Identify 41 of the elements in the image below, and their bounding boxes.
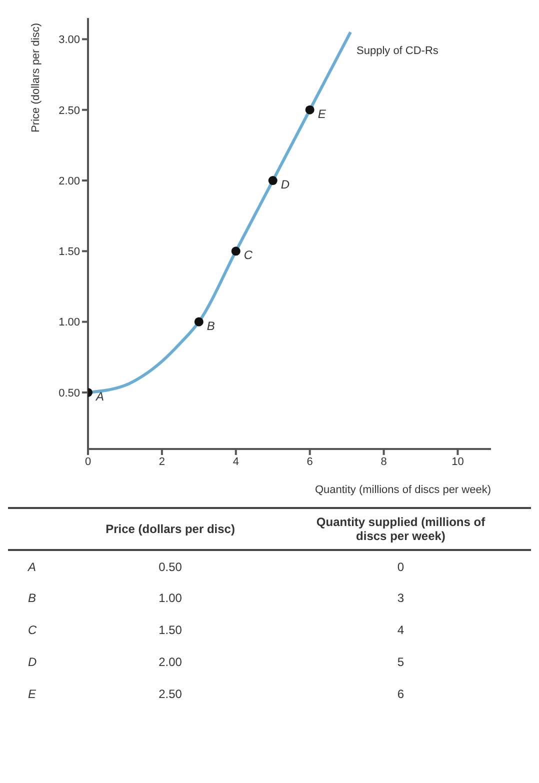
category-label: C (27, 622, 38, 639)
point (194, 317, 204, 326)
data-label: 2.00 (158, 654, 183, 671)
category-label: A (26, 558, 38, 576)
category-label: D (27, 654, 38, 671)
x-tick-label: 0 (84, 456, 92, 468)
data-label: 4 (396, 622, 406, 639)
y-tick-label: 0.50 (58, 387, 80, 400)
y-tick-label: 2.00 (58, 175, 80, 188)
x-tick-label: 10 (452, 456, 464, 468)
data-label: 1.00 (158, 590, 183, 607)
x-tick-label: 4 (232, 456, 239, 468)
x-tick-label: 6 (306, 456, 313, 468)
series-label: Supply of CD-Rs (356, 45, 439, 58)
point (305, 105, 314, 114)
data-label: C (244, 248, 253, 262)
data-label: 5 (396, 654, 406, 671)
y-axis-title: Price (dollars per disc) (30, 23, 42, 132)
point (268, 176, 278, 186)
data-label: 0 (396, 558, 406, 576)
x-tick-label: 2 (158, 456, 166, 468)
text: Price (dollars per disc) (104, 521, 236, 538)
data-label: E (318, 106, 327, 121)
point (231, 246, 240, 256)
data-label: B (206, 318, 215, 333)
y-tick-label: 3.00 (58, 34, 80, 46)
data-label: 6 (396, 686, 406, 703)
data-label: 0.50 (158, 558, 183, 576)
data-label: 1.50 (158, 622, 183, 639)
y-tick-label: 1.00 (58, 316, 80, 329)
x-axis-title: Quantity (millions of discs per week) (314, 484, 491, 496)
text: Quantity supplied (millions of discs per week) (315, 514, 486, 545)
data-label: 2.50 (158, 686, 183, 703)
data-label: 3 (396, 590, 406, 607)
y-tick-label: 1.50 (58, 246, 80, 258)
category-label: B (27, 590, 38, 607)
data-label: A (95, 389, 104, 404)
data-label: D (280, 178, 290, 192)
category-label: E (27, 686, 38, 703)
x-tick-label: 8 (380, 456, 387, 468)
y-tick-label: 2.50 (58, 104, 80, 117)
